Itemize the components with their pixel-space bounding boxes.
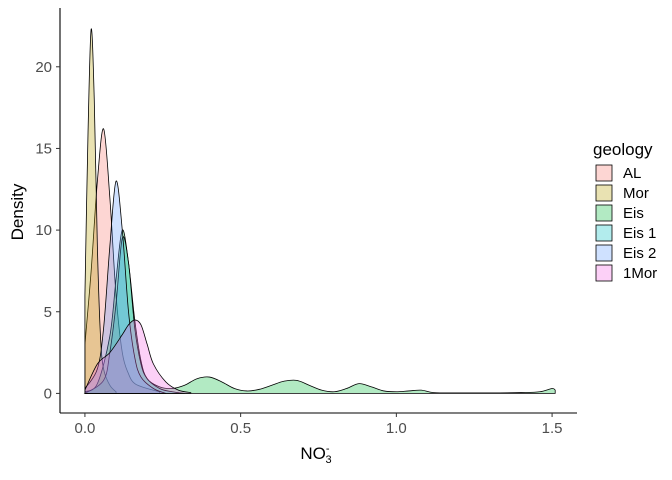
legend-item-label: Eis 1 (623, 225, 656, 242)
legend-item-label: Eis (623, 205, 644, 222)
y-tick-label: 10 (35, 222, 52, 239)
legend-title: geology (593, 140, 653, 159)
legend-key-swatch (595, 164, 613, 182)
legend-key-swatch (595, 204, 613, 222)
x-tick-label: 0.5 (230, 420, 251, 437)
legend-item-label: Mor (623, 185, 649, 202)
density-area-eis (84, 229, 556, 394)
legend-key-swatch (595, 224, 613, 242)
y-axis-ticks: 0 5 10 15 20 (35, 59, 60, 402)
density-area-1mor (84, 319, 192, 394)
x-tick-label: 0.0 (74, 420, 95, 437)
legend-item-label: Eis 2 (623, 245, 656, 262)
legend-item-label: AL (623, 165, 641, 182)
density-areas (83, 28, 556, 394)
legend-key-swatch (595, 244, 613, 262)
x-axis-title: NO-3 (300, 443, 331, 466)
density-area-eis-1 (83, 236, 185, 394)
legend-item-label: 1Mor (623, 265, 657, 282)
density-area-mor (84, 28, 117, 394)
legend: geology AL Mor Eis Eis 1 Eis 2 1Mor (593, 140, 657, 282)
legend-key-swatch (595, 264, 613, 282)
legend-key-swatch (595, 184, 613, 202)
y-tick-label: 20 (35, 59, 52, 76)
x-axis-ticks: 0.0 0.5 1.0 1.5 (74, 413, 563, 437)
density-area-eis-2 (84, 180, 167, 394)
y-tick-label: 0 (44, 385, 52, 402)
x-tick-label: 1.0 (386, 420, 407, 437)
y-axis-title: Density (8, 183, 27, 240)
x-tick-label: 1.5 (542, 420, 563, 437)
y-tick-label: 15 (35, 140, 52, 157)
y-tick-label: 5 (44, 304, 52, 321)
